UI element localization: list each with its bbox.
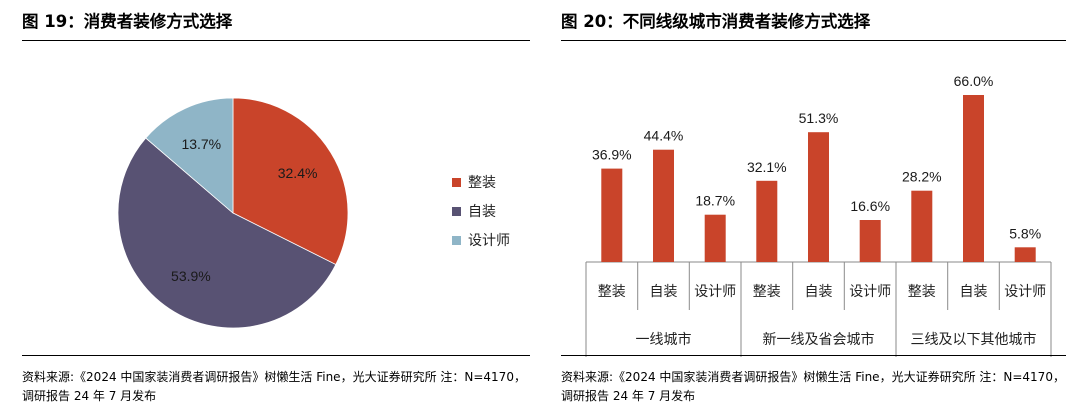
pie-slice-label: 53.9% [171,268,211,284]
bar [1014,247,1036,262]
bar-value-label: 18.7% [695,193,735,209]
pie-slice-label: 32.4% [278,165,318,181]
category-label: 整装 [908,284,936,300]
legend-label: 设计师 [468,233,510,249]
figure-title: 图 19：消费者装修方式选择 [22,12,233,31]
category-label: 整装 [598,284,626,300]
figure-19: 图 19：消费者装修方式选择 32.4% 53.9% 13.7% 整装自装设计师 资料… [22,0,530,410]
bar [963,95,984,262]
pie-slice-2 [145,97,234,214]
legend-label: 整装 [468,175,496,191]
figure-20: 图 20：不同线级城市消费者装修方式选择 36.9% 整装 44.4% 自装 18.7%… [561,0,1066,410]
bar-value-label: 36.9% [592,147,632,163]
category-label: 自装 [650,284,678,300]
pie-slice-0 [232,97,349,266]
bar [653,149,674,262]
pie-slice-1 [117,137,337,329]
bar-value-label: 44.4% [644,128,684,144]
bar-value-label: 5.8% [1009,225,1041,241]
bar [859,220,881,262]
legend-swatch [452,207,461,216]
source-note: 资料来源:《2024 中国家装消费者调研报告》树懒生活 Fine，光大证券研究所… [22,368,526,406]
bar [704,214,726,262]
bar-value-label: 66.0% [954,73,994,89]
bar [911,190,933,262]
group-label: 三线及以下其他城市 [911,331,1037,348]
category-label: 设计师 [1004,284,1046,300]
legend-swatch [452,236,461,245]
bar-value-label: 32.1% [747,159,787,175]
source-line: 调研报告 24 年 7 月发布 [561,389,696,403]
category-label: 设计师 [849,284,891,300]
figure-title: 图 20：不同线级城市消费者装修方式选择 [561,12,871,31]
category-label: 自装 [805,284,833,300]
category-label: 设计师 [694,284,736,300]
bar-value-label: 51.3% [799,110,839,126]
source-line: 调研报告 24 年 7 月发布 [22,389,157,403]
footer-rule [561,355,1066,356]
source-note: 资料来源:《2024 中国家装消费者调研报告》树懒生活 Fine，光大证券研究所… [561,368,1065,406]
pie-slice-label: 13.7% [181,136,221,152]
legend-label: 自装 [468,204,496,220]
category-label: 自装 [960,284,988,300]
group-label: 新一线及省会城市 [763,331,875,348]
bar-value-label: 16.6% [850,198,890,214]
group-label: 一线城市 [636,331,692,348]
bar-value-label: 28.2% [902,169,942,185]
bar [601,168,623,262]
legend-swatch [452,178,461,187]
source-line: 资料来源:《2024 中国家装消费者调研报告》树懒生活 Fine，光大证券研究所… [22,370,526,384]
title-rule [22,40,530,41]
category-label: 整装 [753,284,781,300]
title-rule [561,40,1066,41]
bar [808,132,829,262]
source-line: 资料来源:《2024 中国家装消费者调研报告》树懒生活 Fine，光大证券研究所… [561,370,1065,384]
footer-rule [22,355,530,356]
bar [756,180,778,262]
